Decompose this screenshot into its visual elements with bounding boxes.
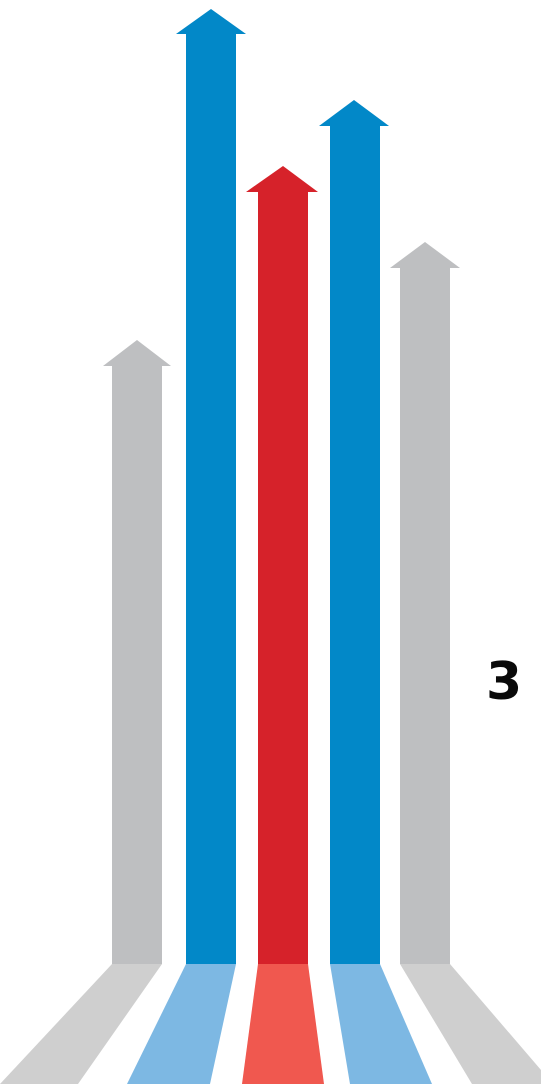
arrow-head-blue-left xyxy=(176,9,246,34)
arrow-tail-gray-left xyxy=(0,964,162,1084)
arrow-tail-gray-right xyxy=(400,964,541,1084)
number-label: 3 xyxy=(486,652,523,712)
arrow-head-blue-right xyxy=(319,100,389,126)
arrow-head-red-center xyxy=(246,166,318,192)
arrow-shaft-gray-right xyxy=(400,268,450,964)
arrow-tail-blue-right xyxy=(330,964,432,1084)
arrow-shaft-red-center xyxy=(258,192,308,964)
arrow-shaft-blue-right xyxy=(330,126,380,964)
arrow-shaft-gray-left xyxy=(112,366,162,964)
arrow-tail-blue-left xyxy=(127,964,236,1084)
arrow-head-gray-right xyxy=(390,242,460,268)
arrow-shaft-blue-left xyxy=(186,34,236,964)
arrow-head-gray-left xyxy=(103,340,171,366)
arrow-tail-red-center xyxy=(242,964,324,1084)
